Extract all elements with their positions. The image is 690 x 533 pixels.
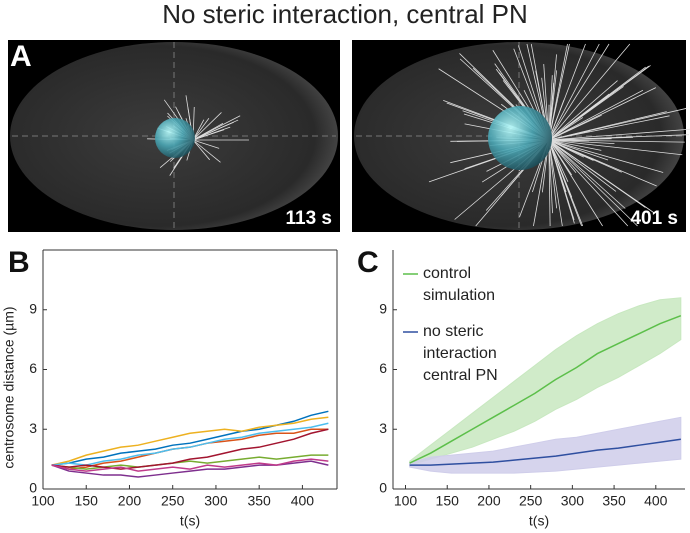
panel-label: C [357,246,379,279]
microtubule [192,121,234,141]
x-axis-label: t(s) [180,513,200,529]
line [51,454,329,470]
legend-entry: no steric interaction central PN [423,323,498,384]
line [409,438,681,466]
microtubule [192,123,224,141]
time-label: 401 s [630,208,678,229]
y-tick-label: 6 [379,360,387,376]
microtubule [548,139,553,214]
x-axis-label: t(s) [529,513,549,529]
microtubule [548,139,626,209]
x-tick-label: 400 [644,493,668,509]
microtubule [192,139,220,149]
microtubule [548,139,558,209]
x-tick-label: 250 [519,493,543,509]
microtubule [548,115,670,141]
line [409,315,682,464]
y-tick-label: 3 [379,420,387,436]
time-label: 113 s [286,208,333,229]
microtubule [548,139,657,187]
y-tick-label: 9 [29,300,37,316]
microtubule [548,139,602,151]
panel-label: B [8,246,30,279]
legend-label: no steric interaction central PN [423,323,498,384]
line [51,428,329,470]
microtubule [548,43,600,141]
x-tick-label: 200 [477,493,501,509]
microtubule [548,139,655,214]
y-tick-label: 9 [379,300,387,316]
microtubule [548,111,667,141]
microtubule [548,139,584,158]
panel-label: A [10,40,32,73]
x-tick-label: 150 [436,493,460,509]
microtubule [548,54,557,141]
microtubule [192,139,211,161]
microtubule [548,139,569,182]
x-tick-label: 100 [394,493,418,509]
microtubule [548,89,644,141]
microtubule [548,139,563,227]
x-tick-label: 150 [75,493,99,509]
simulation-image: 113 s [8,40,340,232]
microtubule [548,138,597,141]
x-tick-label: 400 [291,493,315,509]
microtubule [548,139,638,227]
x-tick-label: 350 [247,493,271,509]
microtubule [548,139,609,161]
line [51,410,329,466]
y-tick-label: 0 [29,480,37,496]
microtubule [548,43,570,141]
microtubule [548,139,629,227]
microtubule [548,86,624,141]
microtubule [548,139,582,227]
x-tick-label: 300 [561,493,585,509]
microtubule [548,87,657,141]
microtubule [192,112,222,141]
line [51,422,329,466]
microtubule [548,139,567,193]
x-tick-label: 300 [204,493,228,509]
microtubule [548,139,573,176]
microtubule [548,128,690,141]
microtubule [548,139,664,173]
band [409,416,682,474]
legend-entry: control simulation [423,265,496,304]
microtubule [548,139,617,192]
microtubule [548,43,610,141]
microtubule [548,139,551,227]
x-tick-label: 250 [161,493,185,509]
y-tick-label: 3 [29,420,37,436]
x-tick-label: 100 [31,493,55,509]
microtubule [548,139,590,142]
microtubule [548,80,618,141]
microtubule [548,43,631,141]
line [51,458,329,472]
microtubule [548,139,683,156]
y-axis-label: centrosome distance (µm) [1,306,17,468]
y-tick-label: 6 [29,360,37,376]
x-tick-label: 350 [602,493,626,509]
simulation-image: 401 s [352,40,690,232]
microtubule [192,118,210,141]
band [409,297,682,466]
figure-title: No steric interaction, central PN [162,0,528,29]
line [51,416,329,466]
legend-label: control simulation [423,265,496,304]
pronucleus [155,118,195,158]
microtubule [192,139,221,163]
microtubule [192,129,225,141]
x-tick-label: 200 [118,493,142,509]
y-tick-label: 0 [379,480,387,496]
pronucleus [488,106,552,170]
